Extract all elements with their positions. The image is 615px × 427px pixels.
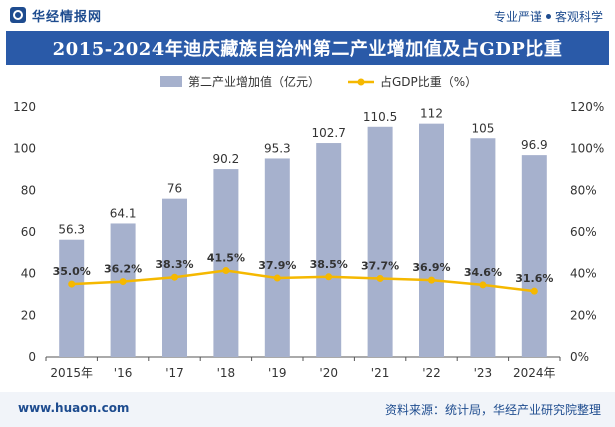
bar-value-label: 96.9 — [521, 138, 548, 152]
y-right-tick-label: 60% — [570, 225, 597, 239]
bar-value-label: 110.5 — [363, 110, 397, 124]
line-point — [428, 276, 435, 284]
x-tick-label: '23 — [474, 366, 493, 380]
line-point — [325, 273, 333, 281]
bar-value-label: 102.7 — [312, 126, 346, 140]
x-tick-label: '19 — [268, 366, 287, 380]
line-value-label: 34.6% — [464, 266, 502, 279]
line-value-label: 41.5% — [207, 252, 245, 265]
legend-line-marker — [357, 78, 365, 86]
bar-value-label: 112 — [420, 107, 443, 121]
y-right-tick-label: 100% — [570, 142, 604, 156]
y-left-tick-label: 0 — [28, 350, 36, 364]
tagline-left: 专业严谨 — [493, 10, 542, 24]
line-value-label: 38.5% — [310, 258, 348, 271]
y-left-tick-label: 20 — [21, 308, 36, 322]
y-right-tick-label: 0% — [570, 350, 589, 364]
line-value-label: 38.3% — [155, 258, 193, 271]
x-tick-label: '18 — [217, 366, 236, 380]
line-series — [71, 269, 535, 293]
line-value-label: 36.9% — [412, 261, 450, 274]
line-value-label: 36.2% — [104, 263, 142, 276]
header-bar: 华经情报网 专业严谨 客观科学 — [0, 0, 615, 30]
line-value-label: 31.6% — [515, 272, 553, 285]
tagline-right: 客观科学 — [554, 10, 603, 24]
line-point — [479, 281, 487, 289]
bar-value-label: 105 — [471, 121, 494, 135]
chart-title: 2015-2024年迪庆藏族自治州第二产业增加值及占GDP比重 — [52, 39, 563, 60]
bar-value-label: 90.2 — [213, 152, 240, 166]
line-point — [530, 287, 538, 295]
footer-url: www.huaon.com — [18, 401, 130, 415]
bar-value-label: 95.3 — [264, 141, 291, 155]
bar — [521, 155, 547, 357]
x-tick-label: '21 — [371, 366, 390, 380]
bar — [213, 169, 239, 357]
legend: 第二产业增加值（亿元） 占GDP比重（%） — [160, 74, 477, 89]
line-value-label: 37.9% — [258, 259, 296, 272]
x-tick-label: '22 — [422, 366, 441, 380]
bar — [110, 223, 136, 357]
footer: www.huaon.com 资料来源：统计局，华经产业研究院整理 — [0, 392, 615, 427]
x-tick-label: '17 — [165, 366, 184, 380]
line-point — [171, 273, 178, 281]
bar-value-label: 76 — [167, 182, 182, 196]
brand-logo-icon — [10, 7, 26, 23]
bar — [470, 138, 496, 357]
x-tick-label: '16 — [114, 366, 133, 380]
line-point — [376, 274, 384, 282]
line-point — [273, 274, 281, 282]
line-point — [222, 267, 230, 275]
line-point — [68, 280, 76, 288]
bar — [419, 123, 444, 358]
bar-value-label: 64.1 — [110, 206, 137, 220]
bar — [316, 143, 342, 357]
chart-title-bar: 2015-2024年迪庆藏族自治州第二产业增加值及占GDP比重 — [6, 31, 609, 65]
plot-area: 0 20 40 60 80 100 120 0% 20% 40% 60% 80% 100% 120% 56.… — [13, 100, 604, 380]
y-right-tick-label: 120% — [570, 100, 604, 114]
y-left-tick-label: 40 — [21, 267, 36, 281]
y-left-tick-label: 60 — [21, 225, 36, 239]
x-tick-label: 2015年 — [50, 366, 93, 380]
brand: 华经情报网 — [10, 6, 103, 25]
x-tick-label: 2024年 — [513, 366, 556, 380]
legend-line-label: 占GDP比重（%） — [380, 74, 477, 89]
y-right-tick-label: 40% — [570, 267, 597, 281]
x-tick-label: '20 — [319, 366, 338, 380]
bar-value-label: 56.3 — [58, 223, 85, 237]
bar — [264, 158, 290, 357]
y-right-tick-label: 80% — [570, 183, 597, 197]
bar — [367, 126, 393, 358]
combo-chart: 第二产业增加值（亿元） 占GDP比重（%） 0 20 40 60 80 100 120 0% 2… — [13, 74, 604, 380]
line-value-label: 35.0% — [53, 265, 91, 278]
bar — [59, 239, 85, 357]
legend-bar-label: 第二产业增加值（亿元） — [188, 74, 320, 89]
line-point — [119, 278, 127, 286]
tagline: 专业严谨 客观科学 — [494, 8, 603, 25]
tagline-dot-icon — [545, 14, 551, 19]
footer-source: 资料来源：统计局，华经产业研究院整理 — [384, 403, 601, 417]
y-right-tick-label: 20% — [570, 308, 597, 322]
y-left-tick-label: 100 — [13, 142, 36, 156]
y-left-tick-label: 80 — [21, 183, 36, 197]
brand-name: 华经情报网 — [32, 9, 103, 25]
legend-bar-swatch — [160, 76, 182, 87]
y-left-tick-label: 120 — [13, 100, 36, 114]
line-value-label: 37.7% — [361, 259, 399, 272]
